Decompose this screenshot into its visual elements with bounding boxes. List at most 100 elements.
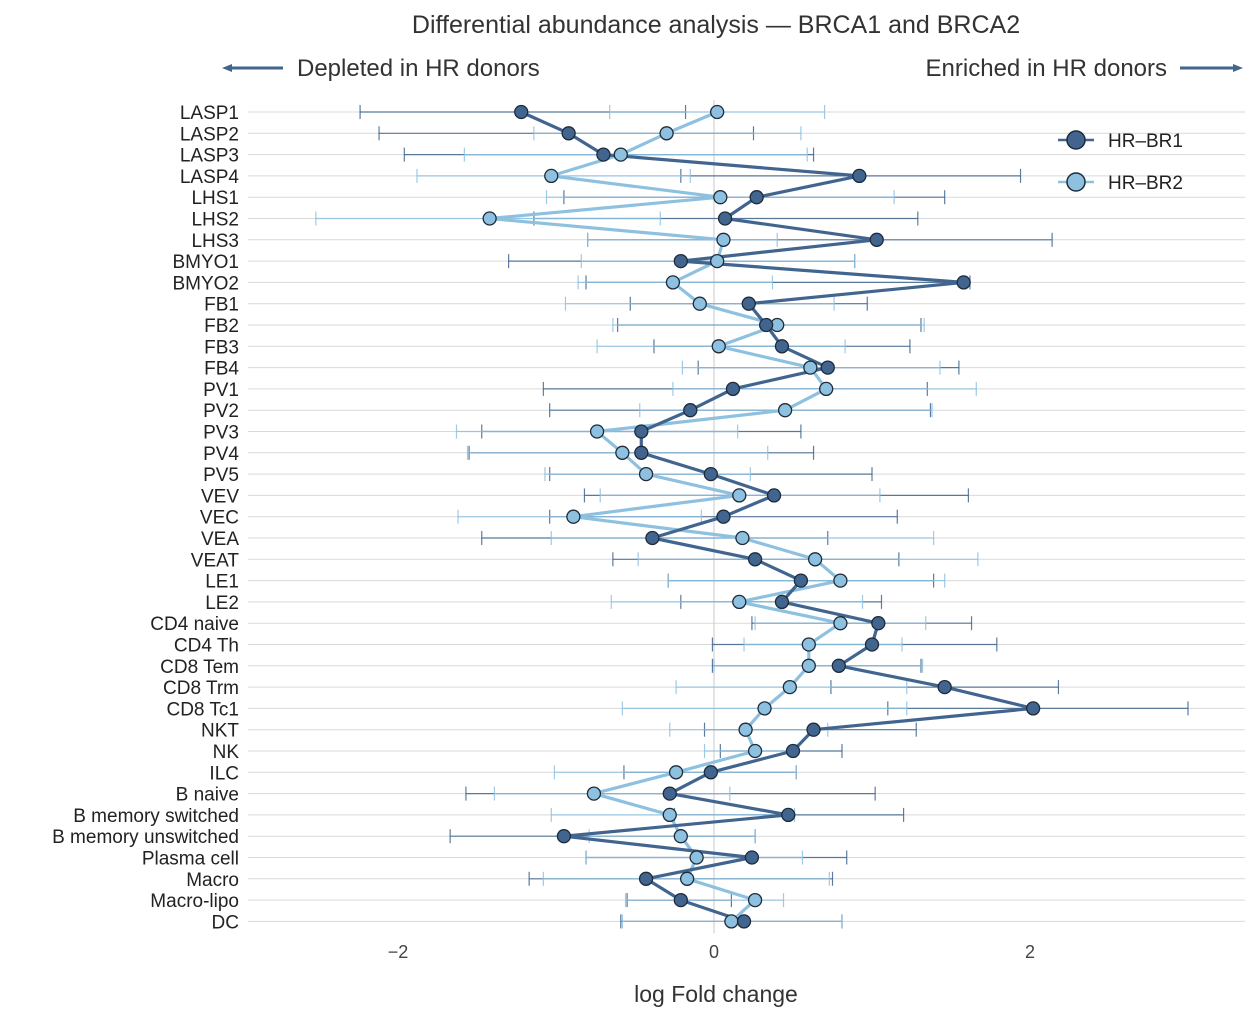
category-label: FB2 [204, 316, 239, 337]
data-point [732, 488, 747, 503]
data-point [711, 339, 726, 354]
category-label: LHS2 [191, 210, 239, 231]
category-label: LE1 [205, 572, 239, 593]
data-point [668, 765, 684, 780]
data-point [747, 892, 763, 908]
data-point [741, 296, 756, 311]
legend: HR–BR1 HR–BR2 [1058, 130, 1183, 194]
category-label: VEV [201, 486, 239, 507]
data-point [781, 807, 796, 823]
x-axis-ticks: −2 0 2 [388, 942, 1035, 962]
data-point [766, 488, 782, 503]
legend-label: HR–BR2 [1108, 173, 1183, 194]
category-label: FB3 [204, 337, 239, 358]
data-point [703, 765, 718, 780]
data-point [662, 786, 677, 801]
data-points [482, 104, 1041, 929]
category-label: LASP3 [180, 146, 239, 167]
category-label: LE2 [205, 593, 239, 614]
category-label: CD8 Trm [163, 678, 239, 699]
category-label: B memory switched [73, 806, 239, 827]
data-point [869, 232, 884, 247]
data-point [735, 530, 750, 546]
category-label: CD8 Tem [160, 657, 239, 678]
category-label: BMYO1 [172, 252, 239, 273]
data-point [807, 552, 823, 567]
data-point [852, 168, 867, 184]
data-point [566, 509, 581, 524]
category-label: VEC [200, 508, 239, 529]
data-point [758, 317, 774, 333]
category-label: VEAT [191, 550, 240, 571]
enriched-label: Enriched in HR donors [926, 55, 1167, 82]
data-point [833, 573, 848, 588]
category-label: LASP1 [180, 103, 239, 124]
data-point [561, 126, 576, 141]
data-point [482, 211, 497, 226]
category-label: PV3 [203, 423, 239, 444]
data-point [956, 275, 971, 290]
data-point [793, 573, 809, 588]
data-point [864, 637, 880, 652]
data-point [777, 403, 793, 418]
data-point [683, 403, 698, 418]
data-point [645, 530, 660, 546]
data-point [589, 424, 605, 439]
category-label: PV1 [203, 380, 239, 401]
category-label: Plasma cell [142, 849, 239, 870]
legend-label: HR–BR1 [1108, 131, 1183, 152]
data-point [613, 147, 628, 162]
category-label: CD4 naive [150, 614, 239, 635]
data-point [819, 381, 834, 397]
data-point [596, 147, 611, 162]
category-label: Macro [186, 870, 239, 891]
category-label: VEA [201, 529, 239, 550]
data-point [544, 168, 559, 184]
data-point [774, 594, 790, 610]
data-point [774, 339, 790, 354]
data-point [724, 914, 739, 929]
category-label: LHS3 [191, 231, 239, 252]
data-point [673, 829, 688, 844]
data-point [1026, 701, 1041, 716]
category-label: LHS1 [191, 188, 239, 209]
category-label: BMYO2 [172, 273, 239, 294]
data-point [738, 722, 753, 737]
data-point [673, 892, 688, 908]
data-point [757, 701, 772, 716]
data-point [556, 829, 572, 844]
data-point [937, 679, 952, 695]
depleted-label: Depleted in HR donors [297, 55, 540, 82]
data-point [749, 190, 764, 205]
x-tick-label: 2 [1025, 942, 1035, 962]
x-tick-label: −2 [388, 942, 409, 962]
data-point [716, 509, 731, 524]
data-point [689, 850, 704, 865]
data-point [871, 616, 886, 631]
data-point [634, 445, 649, 460]
data-point [747, 743, 763, 759]
category-label: B memory unswitched [52, 827, 239, 848]
category-label: CD8 Tc1 [166, 699, 239, 720]
data-point [782, 679, 797, 695]
category-label: NK [213, 742, 240, 763]
category-label: PV5 [203, 465, 239, 486]
data-point [744, 850, 760, 865]
x-axis-title: log Fold change [634, 981, 798, 1007]
chart-title: Differential abundance analysis — BRCA1 … [412, 11, 1020, 39]
data-point [659, 126, 674, 141]
data-point [662, 807, 677, 823]
data-point [833, 616, 848, 631]
data-point [831, 658, 846, 673]
data-point [638, 871, 654, 886]
data-point [679, 871, 695, 886]
data-point [717, 211, 733, 226]
data-point [710, 253, 725, 269]
category-label: PV4 [203, 444, 239, 465]
data-point [710, 104, 725, 120]
data-point [586, 786, 602, 801]
data-point [785, 743, 801, 759]
data-point [736, 914, 752, 929]
data-point [725, 381, 741, 397]
